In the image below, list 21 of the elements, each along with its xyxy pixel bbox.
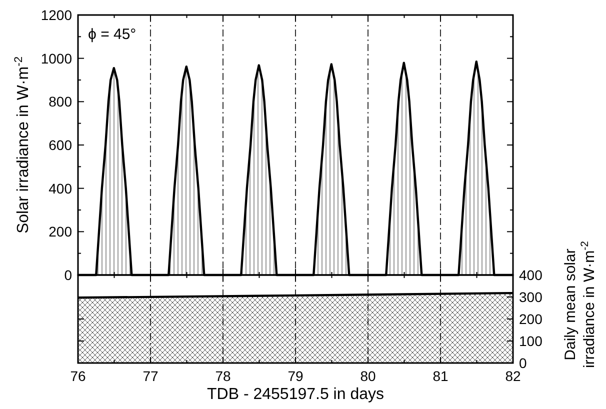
- y-tick-label: 600: [48, 137, 72, 153]
- x-tick-label: 76: [70, 368, 86, 384]
- y2-tick-label: 0: [519, 355, 527, 371]
- x-tick-label: 80: [360, 368, 376, 384]
- x-tick-label: 82: [505, 368, 521, 384]
- y-tick-label: 400: [48, 180, 72, 196]
- y-tick-label: 800: [48, 94, 72, 110]
- y-tick-label: 200: [48, 224, 72, 240]
- y2-tick-label: 100: [519, 333, 543, 349]
- x-tick-label: 78: [215, 368, 231, 384]
- x-tick-label: 81: [432, 368, 448, 384]
- x-axis-title: TDB - 2455197.5 in days: [207, 386, 384, 403]
- annotation: ϕ = 45°: [88, 26, 136, 43]
- x-tick-label: 77: [142, 368, 158, 384]
- y2-tick-label: 200: [519, 311, 543, 327]
- y-tick-label: 1200: [40, 7, 72, 23]
- y2-tick-label: 300: [519, 289, 543, 305]
- x-tick-label: 79: [288, 368, 304, 384]
- y-tick-label: 0: [64, 267, 72, 283]
- y-tick-label: 1000: [40, 50, 72, 66]
- y2-tick-label: 400: [519, 267, 543, 283]
